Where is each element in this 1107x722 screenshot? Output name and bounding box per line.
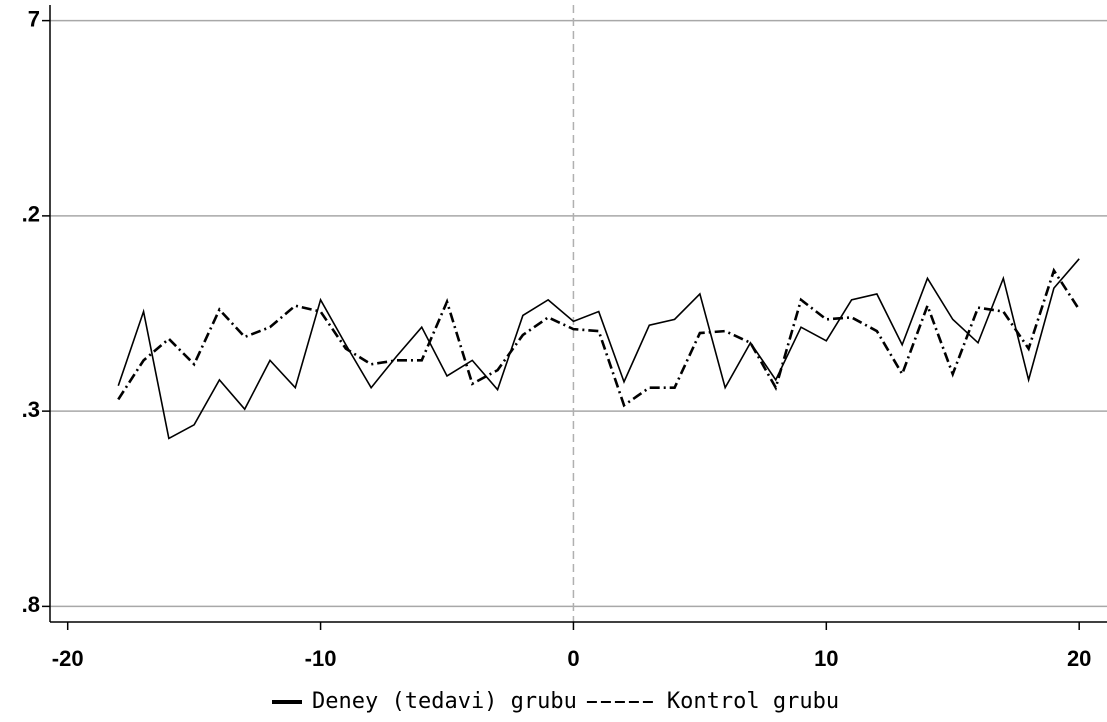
series-line (117, 258, 1080, 440)
y-tick-label: .3 (22, 397, 40, 422)
y-tick-label: 7 (28, 6, 40, 31)
x-tick-label: 20 (1067, 646, 1091, 671)
x-tick-label: -20 (52, 646, 84, 671)
x-tick-label: 10 (814, 646, 838, 671)
x-tick-label: 0 (567, 646, 579, 671)
legend-label: Deney (tedavi) grubu (312, 689, 577, 714)
y-tick-label: .2 (22, 202, 40, 227)
x-tick-label: -10 (305, 646, 337, 671)
legend-label: Kontrol grubu (667, 689, 839, 714)
series-line (117, 267, 1081, 408)
y-tick-label: .8 (22, 592, 40, 617)
